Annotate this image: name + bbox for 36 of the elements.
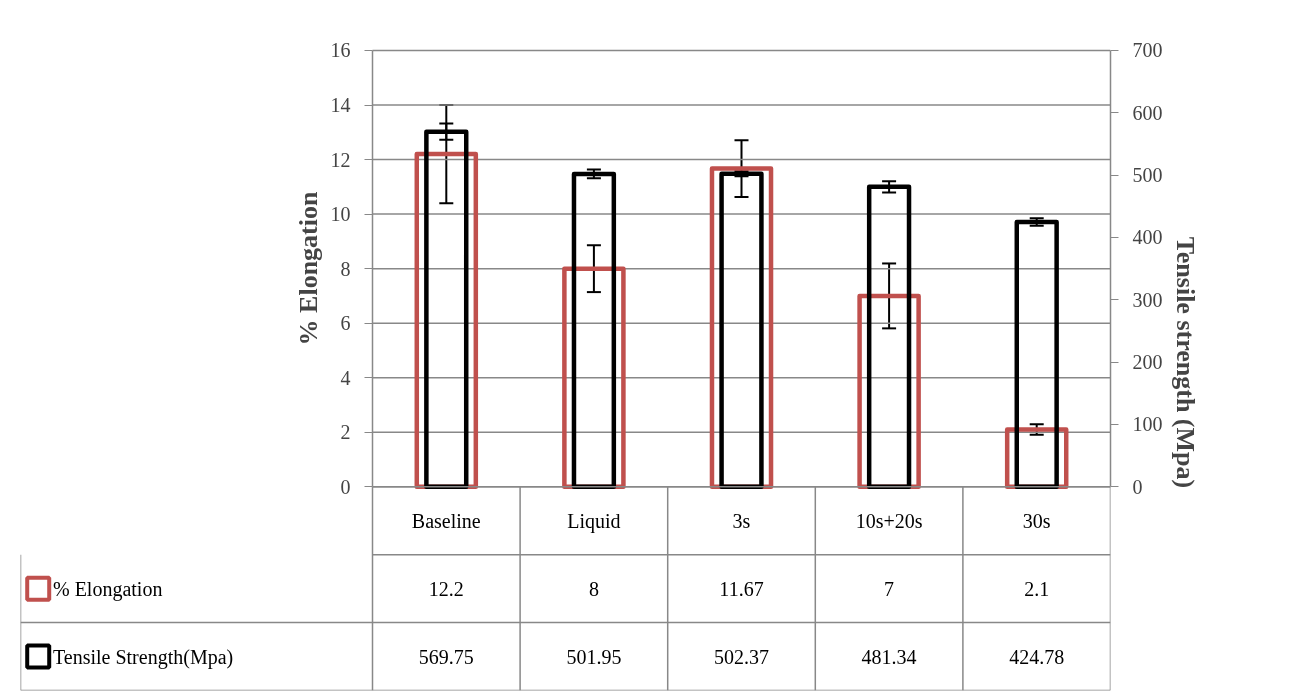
x-tick-label: 10s+20s — [855, 509, 923, 532]
data-label: 11.67 — [719, 577, 764, 600]
data-label: 7 — [884, 577, 895, 600]
y-tick-label: 12 — [330, 148, 351, 171]
data-label: 501.95 — [566, 645, 622, 668]
x-tick-label: Baseline — [411, 509, 481, 532]
y2-tick-label: 0 — [1132, 475, 1143, 498]
y2-tick-label: 500 — [1132, 164, 1163, 187]
y-tick-label: 16 — [330, 39, 351, 62]
data-label: 569.75 — [418, 645, 474, 668]
x-tick-label: Liquid — [567, 509, 621, 533]
data-label: 2.1 — [1024, 577, 1050, 600]
y2-tick-label: 200 — [1132, 351, 1163, 374]
y-tick-label: 14 — [330, 94, 351, 117]
legend-label: Tensile Strength(Mpa) — [52, 645, 234, 669]
data-label: 502.37 — [714, 645, 769, 668]
y-axis-title: % Elongation — [293, 191, 323, 346]
y2-tick-label: 600 — [1132, 101, 1163, 124]
x-tick-label: 30s — [1022, 509, 1051, 532]
y-tick-label: 4 — [340, 366, 351, 389]
data-label: 8 — [588, 577, 599, 600]
data-label: 424.78 — [1009, 645, 1065, 668]
data-label: 481.34 — [861, 645, 917, 668]
y2-tick-label: 700 — [1132, 39, 1163, 62]
y-tick-label: 8 — [340, 257, 351, 280]
data-label: 12.2 — [428, 577, 464, 600]
y-tick-label: 0 — [340, 475, 351, 498]
y2-tick-label: 100 — [1132, 413, 1163, 436]
x-tick-label: 3s — [732, 509, 751, 532]
y2-axis-title: Tensile strength (Mpa) — [1170, 236, 1200, 489]
y-tick-label: 2 — [340, 421, 351, 444]
y-tick-label: 6 — [340, 312, 351, 335]
y2-tick-label: 300 — [1132, 288, 1163, 311]
y-tick-label: 10 — [330, 203, 351, 226]
legend-label: % Elongation — [52, 577, 163, 601]
y2-tick-label: 400 — [1132, 226, 1163, 249]
